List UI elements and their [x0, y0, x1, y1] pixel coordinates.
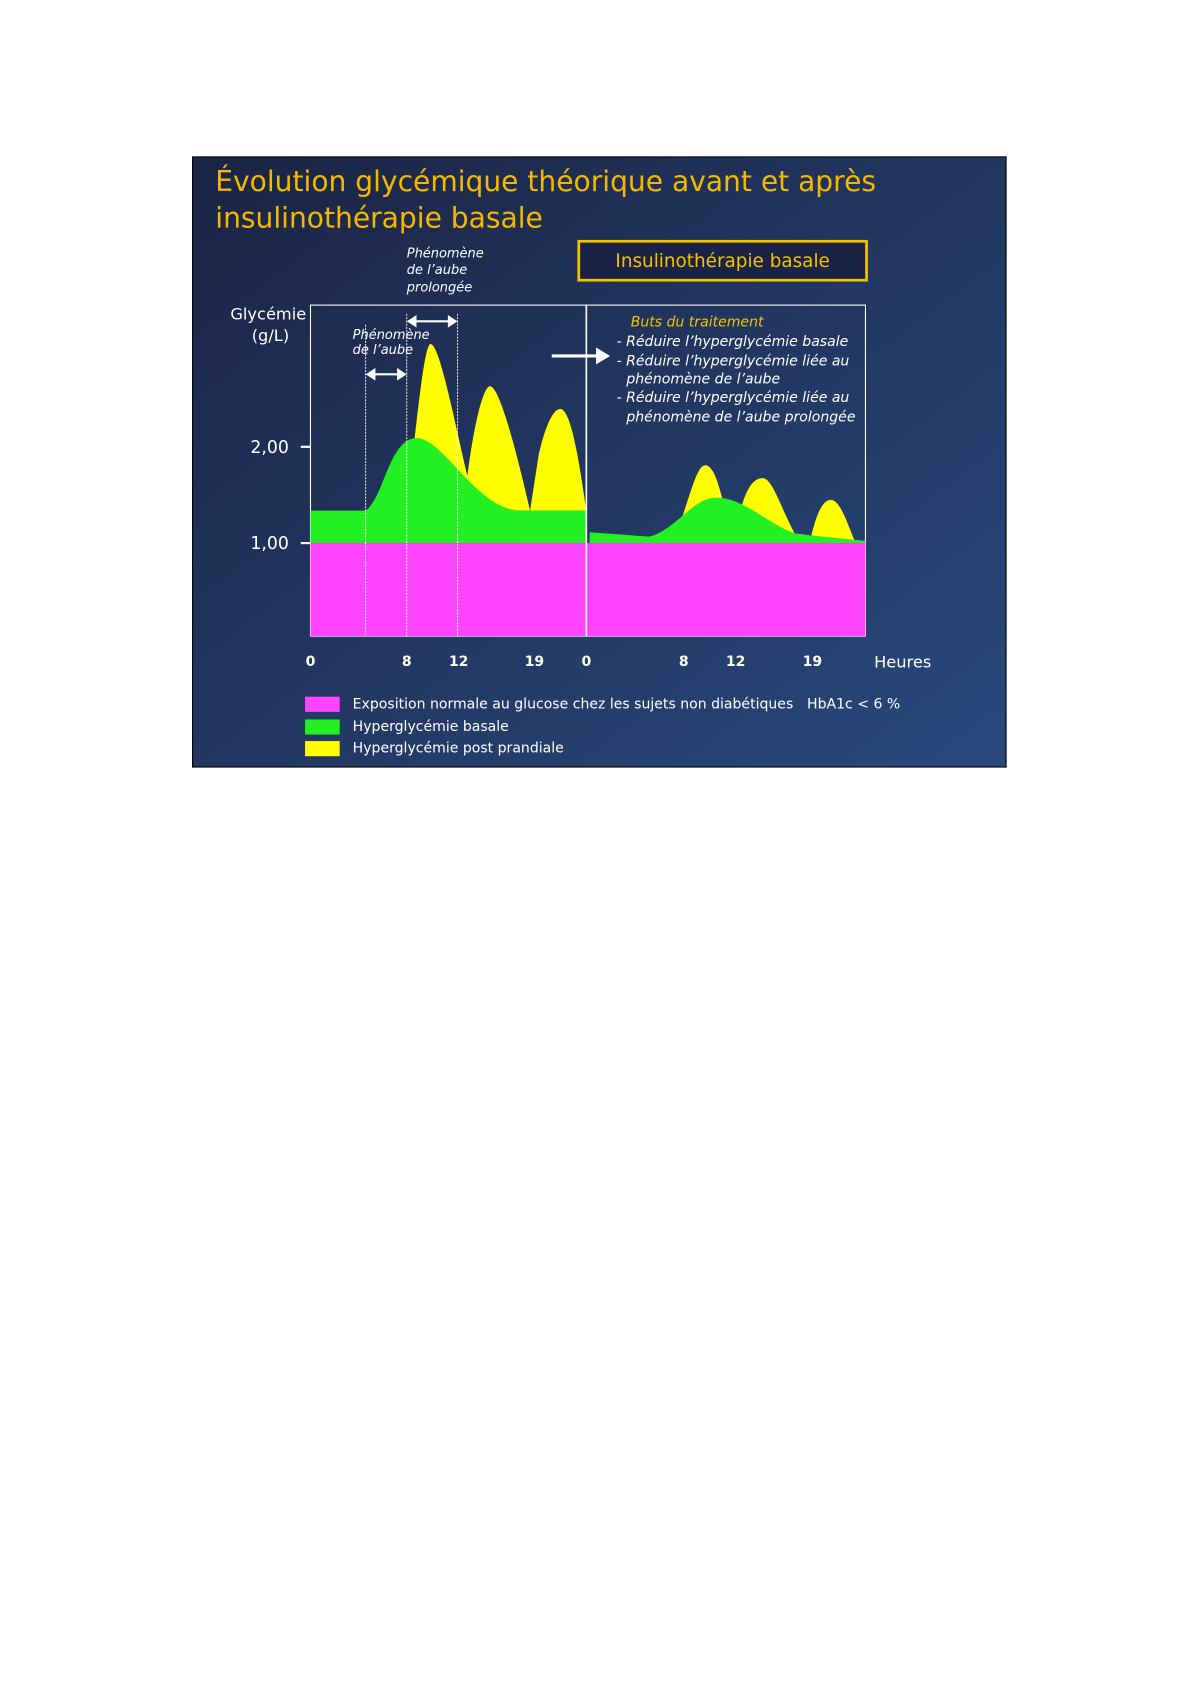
legend-swatch — [305, 719, 340, 735]
arrows — [365, 314, 611, 381]
goal: - Réduire l’hyperglycémie liée au — [617, 390, 850, 406]
x-tick-label: 12 — [449, 654, 469, 670]
annotation: prolongée — [406, 280, 472, 295]
title: insulinothérapie basale — [215, 202, 543, 235]
goal: - Réduire l’hyperglycémie liée au — [617, 353, 850, 369]
annotation: de l’aube — [407, 263, 467, 278]
goal: - Réduire l’hyperglycémie basale — [617, 334, 849, 350]
x-tick-label: 0 — [581, 654, 591, 670]
legend-swatch — [305, 741, 340, 757]
x-tick-label: 8 — [402, 654, 412, 670]
box — [577, 239, 868, 282]
x-tick-label: 19 — [803, 654, 823, 670]
legend-note: HbA1c < 6 % — [807, 696, 900, 712]
x-tick-label: 12 — [726, 654, 746, 670]
goal: phénomène de l’aube — [625, 372, 780, 388]
x-tick-label: 0 — [306, 654, 316, 670]
legend-swatch — [305, 696, 340, 712]
annotation: Phénomène — [407, 247, 484, 262]
annotation: Phénomène — [353, 328, 430, 343]
y-label: Glycémie — [230, 304, 306, 323]
annotation: de l’aube — [353, 343, 413, 358]
guides — [365, 313, 459, 637]
title: Évolution glycémique théorique avant et … — [215, 164, 876, 198]
y-tick-label: 1,00 — [250, 534, 289, 554]
box-label: Insulinothérapie basale — [615, 251, 829, 272]
x-tick-label: 19 — [525, 654, 545, 670]
x-tick-label: 8 — [679, 654, 689, 670]
legend-label: Hyperglycémie post prandiale — [353, 741, 564, 757]
normal-area — [310, 543, 866, 637]
x-label: Heures — [874, 653, 931, 672]
basal-area — [310, 438, 587, 544]
goals-title: Buts du traitement — [631, 314, 764, 330]
y-tick-label: 2,00 — [250, 438, 289, 458]
legend-label: Hyperglycémie basale — [353, 719, 509, 735]
legend-label: Exposition normale au glucose chez les s… — [353, 696, 794, 712]
basal-area — [589, 497, 866, 544]
y-label: (g/L) — [252, 326, 289, 345]
goal: phénomène de l’aube prolongée — [625, 410, 855, 426]
